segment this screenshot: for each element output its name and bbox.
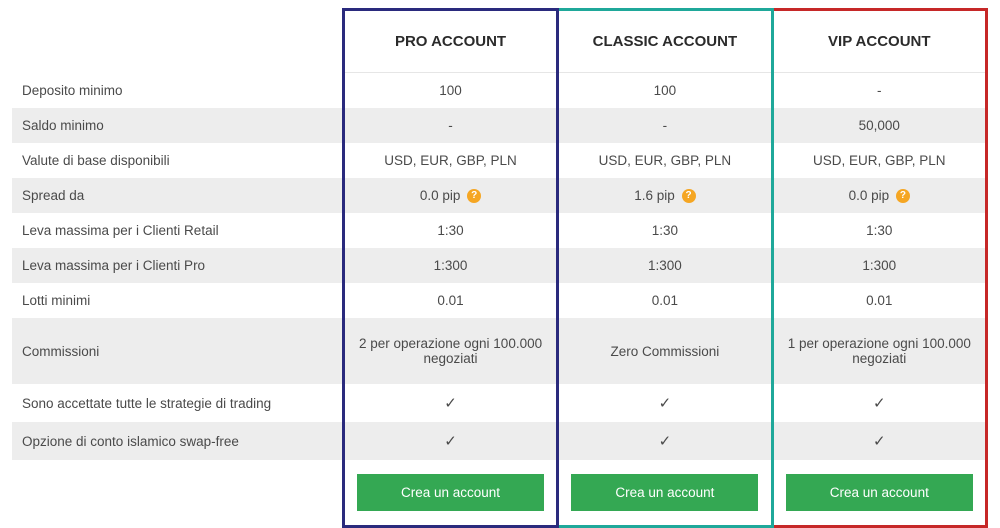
plan-header-classic: CLASSIC ACCOUNT [558, 10, 772, 73]
table-row: Deposito minimo 100 100 - [12, 73, 987, 109]
cell-vip: ✓ [772, 384, 986, 422]
table-row: Spread da 0.0 pip ? 1.6 pip ? 0.0 pip ? [12, 178, 987, 213]
create-account-button-classic[interactable]: Crea un account [571, 474, 758, 511]
info-icon[interactable]: ? [682, 189, 696, 203]
table-header-row: PRO ACCOUNT CLASSIC ACCOUNT VIP ACCOUNT [12, 10, 987, 73]
pricing-table: PRO ACCOUNT CLASSIC ACCOUNT VIP ACCOUNT … [0, 0, 1000, 508]
cta-row: Crea un account Crea un account Crea un … [12, 460, 987, 527]
table-row: Commissioni 2 per operazione ogni 100.00… [12, 318, 987, 384]
plan-header-pro: PRO ACCOUNT [343, 10, 557, 73]
row-label: Sono accettate tutte le strategie di tra… [12, 384, 343, 422]
cell-pro: ✓ [343, 384, 557, 422]
row-label: Leva massima per i Clienti Retail [12, 213, 343, 248]
row-label: Deposito minimo [12, 73, 343, 109]
cell-vip: 0.01 [772, 283, 986, 318]
row-label: Valute di base disponibili [12, 143, 343, 178]
cell-classic: ✓ [558, 422, 772, 460]
cell-vip: 1:300 [772, 248, 986, 283]
cell-vip: 50,000 [772, 108, 986, 143]
info-icon[interactable]: ? [896, 189, 910, 203]
table-row: Opzione di conto islamico swap-free ✓ ✓ … [12, 422, 987, 460]
cell-vip: ✓ [772, 422, 986, 460]
cell-classic: Zero Commissioni [558, 318, 772, 384]
cell-pro: 100 [343, 73, 557, 109]
cell-classic: 100 [558, 73, 772, 109]
create-account-button-vip[interactable]: Crea un account [786, 474, 973, 511]
spread-value: 0.0 pip [849, 188, 890, 203]
table-row: Leva massima per i Clienti Pro 1:300 1:3… [12, 248, 987, 283]
cell-pro: 1:300 [343, 248, 557, 283]
row-label: Commissioni [12, 318, 343, 384]
cell-classic: - [558, 108, 772, 143]
table-row: Lotti minimi 0.01 0.01 0.01 [12, 283, 987, 318]
cell-vip: USD, EUR, GBP, PLN [772, 143, 986, 178]
cell-classic: ✓ [558, 384, 772, 422]
spread-value: 0.0 pip [420, 188, 461, 203]
row-label: Opzione di conto islamico swap-free [12, 422, 343, 460]
cell-vip: - [772, 73, 986, 109]
cell-classic: 1:300 [558, 248, 772, 283]
cell-pro: 0.0 pip ? [343, 178, 557, 213]
table-row: Valute di base disponibili USD, EUR, GBP… [12, 143, 987, 178]
cell-pro: 1:30 [343, 213, 557, 248]
table-row: Leva massima per i Clienti Retail 1:30 1… [12, 213, 987, 248]
table-row: Sono accettate tutte le strategie di tra… [12, 384, 987, 422]
cell-vip: 1:30 [772, 213, 986, 248]
cell-pro: 0.01 [343, 283, 557, 318]
info-icon[interactable]: ? [467, 189, 481, 203]
cell-classic: USD, EUR, GBP, PLN [558, 143, 772, 178]
cell-classic: 1.6 pip ? [558, 178, 772, 213]
cell-pro: 2 per operazione ogni 100.000 negoziati [343, 318, 557, 384]
row-label: Lotti minimi [12, 283, 343, 318]
cell-vip: 1 per operazione ogni 100.000 negoziati [772, 318, 986, 384]
row-label: Leva massima per i Clienti Pro [12, 248, 343, 283]
plan-header-vip: VIP ACCOUNT [772, 10, 986, 73]
create-account-button-pro[interactable]: Crea un account [357, 474, 544, 511]
cell-pro: USD, EUR, GBP, PLN [343, 143, 557, 178]
comparison-table: PRO ACCOUNT CLASSIC ACCOUNT VIP ACCOUNT … [12, 8, 988, 528]
table-row: Saldo minimo - - 50,000 [12, 108, 987, 143]
cell-pro: ✓ [343, 422, 557, 460]
cell-classic: 0.01 [558, 283, 772, 318]
cell-pro: - [343, 108, 557, 143]
row-label: Spread da [12, 178, 343, 213]
spread-value: 1.6 pip [634, 188, 675, 203]
row-label: Saldo minimo [12, 108, 343, 143]
cell-classic: 1:30 [558, 213, 772, 248]
cell-vip: 0.0 pip ? [772, 178, 986, 213]
